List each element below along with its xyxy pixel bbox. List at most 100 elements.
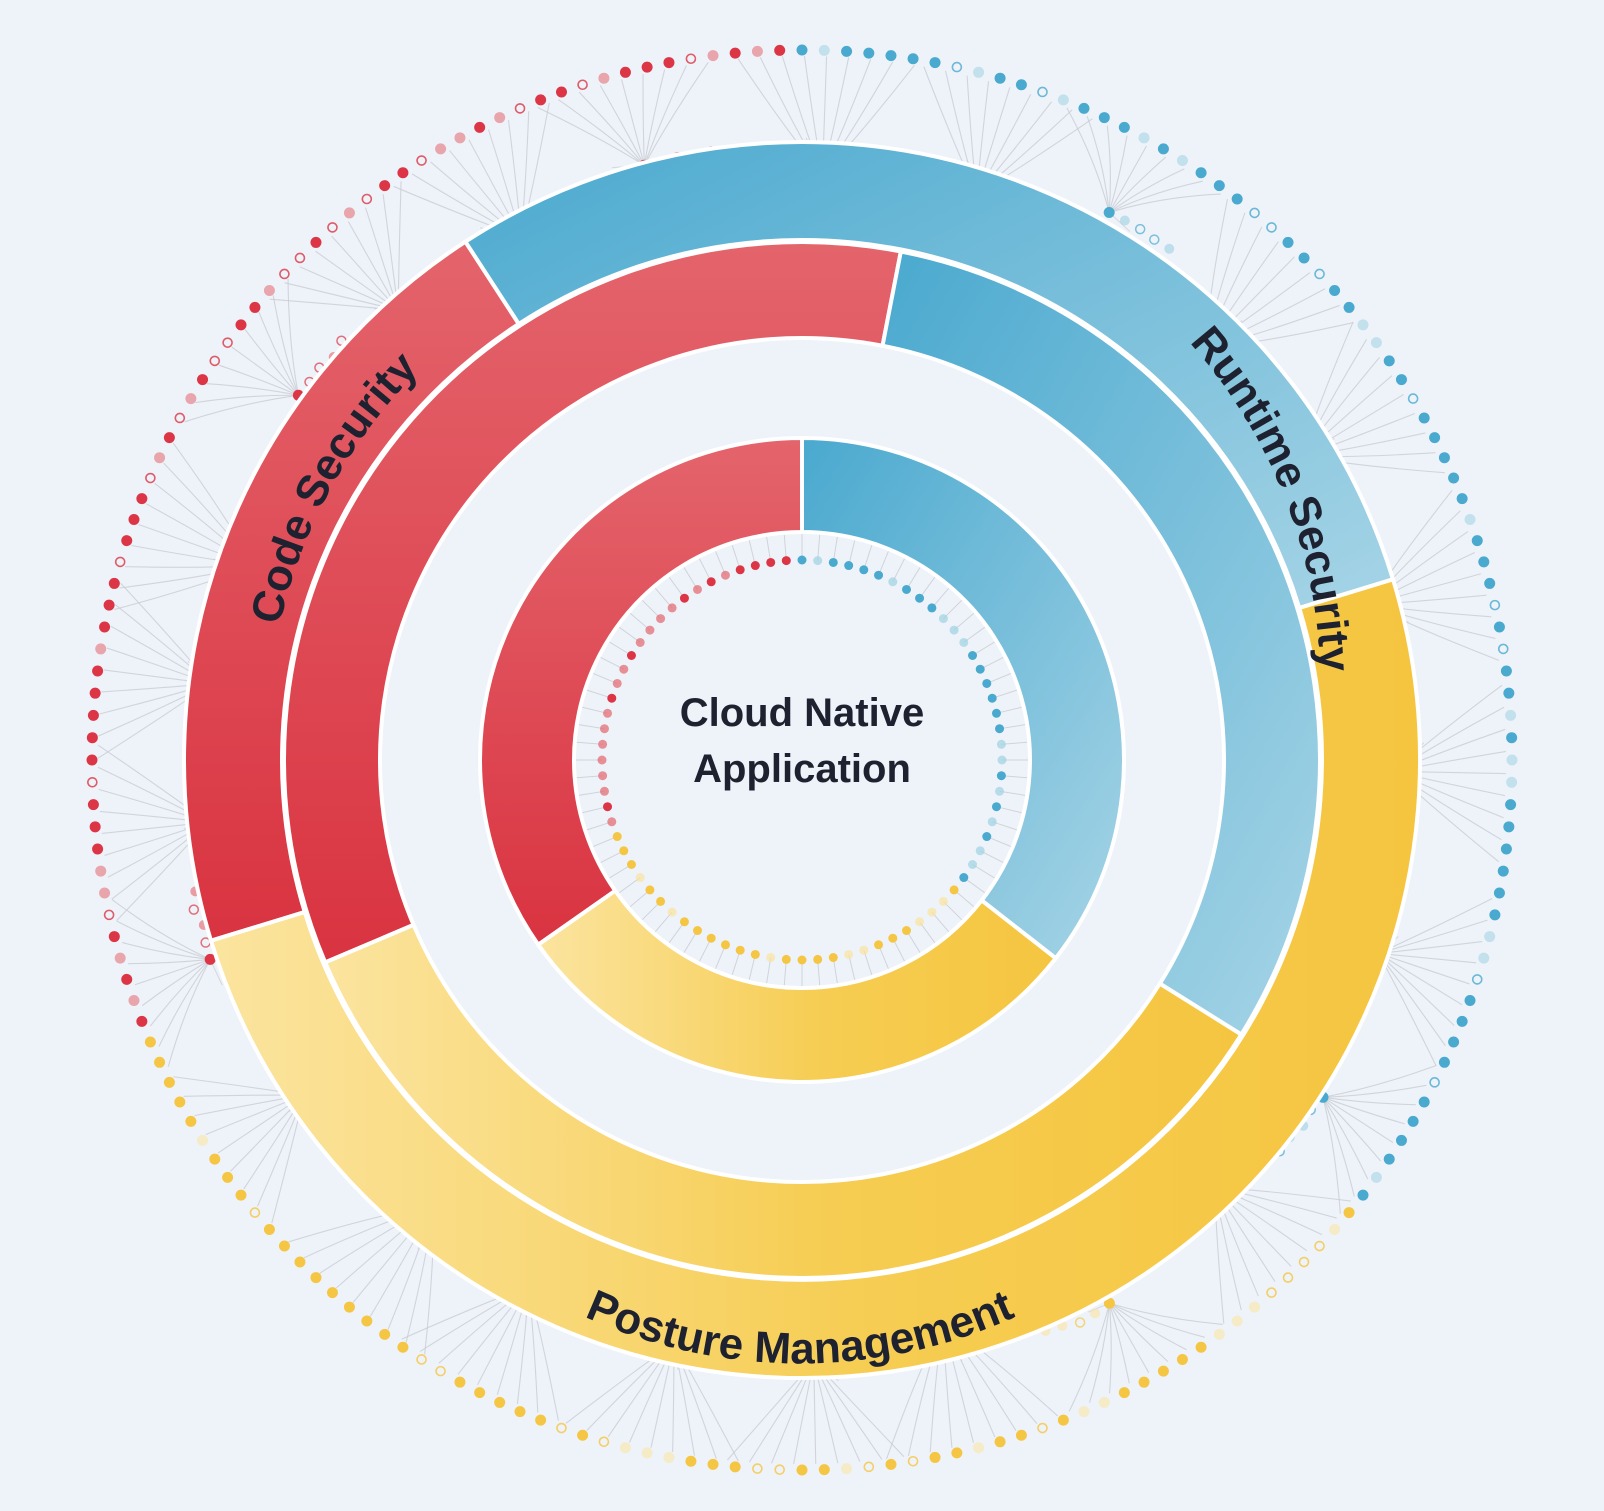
inner-dot-yellow: [874, 940, 883, 949]
center-title-line2: Application: [693, 747, 911, 791]
outer-dot-yellow: [209, 1154, 220, 1165]
outer-dot-yellow: [1078, 1406, 1089, 1417]
outer-dot-blue: [1267, 223, 1276, 232]
outer-dot-red: [210, 356, 219, 365]
inner-dot-red: [751, 561, 760, 570]
inner-dot-yellow: [766, 953, 775, 962]
outer-dot-red: [90, 821, 101, 832]
inner-dot-blue: [995, 787, 1004, 796]
outer-dot-yellow: [145, 1036, 156, 1047]
outer-dot-yellow: [454, 1377, 465, 1388]
outer-dot-blue: [1232, 193, 1243, 204]
inner-dot-yellow: [736, 946, 745, 955]
outer-dot-blue: [1419, 412, 1430, 423]
outer-dot-yellow: [951, 1447, 962, 1458]
outer-dot-yellow: [708, 1459, 719, 1470]
outer-dot-red: [280, 269, 289, 278]
outer-dot-red: [136, 1016, 147, 1027]
outer-dot-blue: [952, 63, 961, 72]
outer-dot-blue: [1283, 237, 1294, 248]
outer-dot-blue: [1439, 1057, 1450, 1068]
outer-dot-blue: [1119, 122, 1130, 133]
outer-dot-blue: [1473, 975, 1482, 984]
connector-line: [232, 347, 299, 395]
outer-dot-red: [121, 535, 132, 546]
outer-dot-red: [164, 432, 175, 443]
connector-line: [1109, 1303, 1111, 1393]
inner-dot-blue: [997, 740, 1006, 749]
outer-dot-blue: [1494, 888, 1505, 899]
inner-dot-yellow: [656, 897, 665, 906]
outer-dot-yellow: [1344, 1207, 1355, 1218]
outer-dot-yellow: [1177, 1354, 1188, 1365]
outer-dot-yellow: [1038, 1424, 1047, 1433]
inner-dot-yellow: [859, 946, 868, 955]
outer-dot-blue: [1457, 493, 1468, 504]
connector-line: [1378, 953, 1454, 1025]
outer-dot-yellow: [164, 1077, 175, 1088]
outer-dot-blue: [1503, 688, 1514, 699]
cluster-dot-blue: [1150, 235, 1159, 244]
outer-dot-yellow: [222, 1172, 233, 1183]
outer-dot-red: [454, 132, 465, 143]
inner-dot-blue: [976, 846, 985, 855]
outer-dot-blue: [1384, 1154, 1395, 1165]
outer-dot-red: [494, 112, 505, 123]
outer-dot-blue: [1498, 866, 1509, 877]
inner-dot-red: [600, 787, 609, 796]
outer-dot-red: [686, 54, 695, 63]
inner-dot-blue: [997, 771, 1006, 780]
outer-dot-red: [620, 67, 631, 78]
connector-line: [1109, 1303, 1167, 1361]
outer-dot-blue: [1158, 143, 1169, 154]
connector-line: [112, 899, 210, 959]
outer-dot-blue: [1177, 155, 1188, 166]
outer-dot-yellow: [154, 1057, 165, 1068]
outer-dot-red: [417, 156, 426, 165]
outer-dot-blue: [1494, 621, 1505, 632]
inner-dot-red: [607, 817, 616, 826]
outer-dot-red: [752, 46, 763, 57]
outer-dot-yellow: [1249, 1302, 1260, 1313]
cluster-dot-yellow: [1090, 1308, 1100, 1318]
connector-line: [643, 74, 644, 165]
inner-dot-blue: [829, 558, 838, 567]
outer-dot-red: [578, 80, 587, 89]
inner-dot-red: [766, 558, 775, 567]
inner-dot-blue: [915, 594, 924, 603]
outer-dot-red: [88, 799, 99, 810]
outer-dot-blue: [1499, 644, 1508, 653]
inner-dot-blue: [939, 614, 948, 623]
hub-dot-blue: [1104, 207, 1115, 218]
outer-dot-yellow: [1158, 1366, 1169, 1377]
outer-dot-yellow: [1099, 1397, 1110, 1408]
outer-dot-yellow: [1300, 1258, 1309, 1267]
connector-line: [600, 86, 644, 166]
outer-dot-red: [708, 50, 719, 61]
inner-dot-red: [680, 594, 689, 603]
outer-dot-red: [128, 514, 139, 525]
outer-dot-yellow: [436, 1367, 445, 1376]
outer-dot-blue: [1505, 710, 1516, 721]
inner-dot-red: [600, 724, 609, 733]
outer-dot-yellow: [264, 1224, 275, 1235]
inner-dot-yellow: [813, 955, 822, 964]
inner-dot-yellow: [693, 926, 702, 935]
outer-dot-yellow: [535, 1415, 546, 1426]
outer-dot-blue: [1478, 953, 1489, 964]
outer-dot-red: [92, 843, 103, 854]
outer-dot-blue: [885, 50, 896, 61]
outer-dot-yellow: [1232, 1316, 1243, 1327]
outer-dot-red: [146, 474, 155, 483]
outer-dot-yellow: [494, 1397, 505, 1408]
connector-line: [185, 395, 299, 422]
outer-dot-red: [105, 910, 114, 919]
inner-dot-blue: [992, 802, 1001, 811]
outer-dot-yellow: [995, 1436, 1006, 1447]
cluster-dot-red: [189, 905, 198, 914]
outer-dot-blue: [1430, 1078, 1439, 1087]
inner-dot-blue: [888, 577, 897, 586]
outer-dot-yellow: [663, 1452, 674, 1463]
